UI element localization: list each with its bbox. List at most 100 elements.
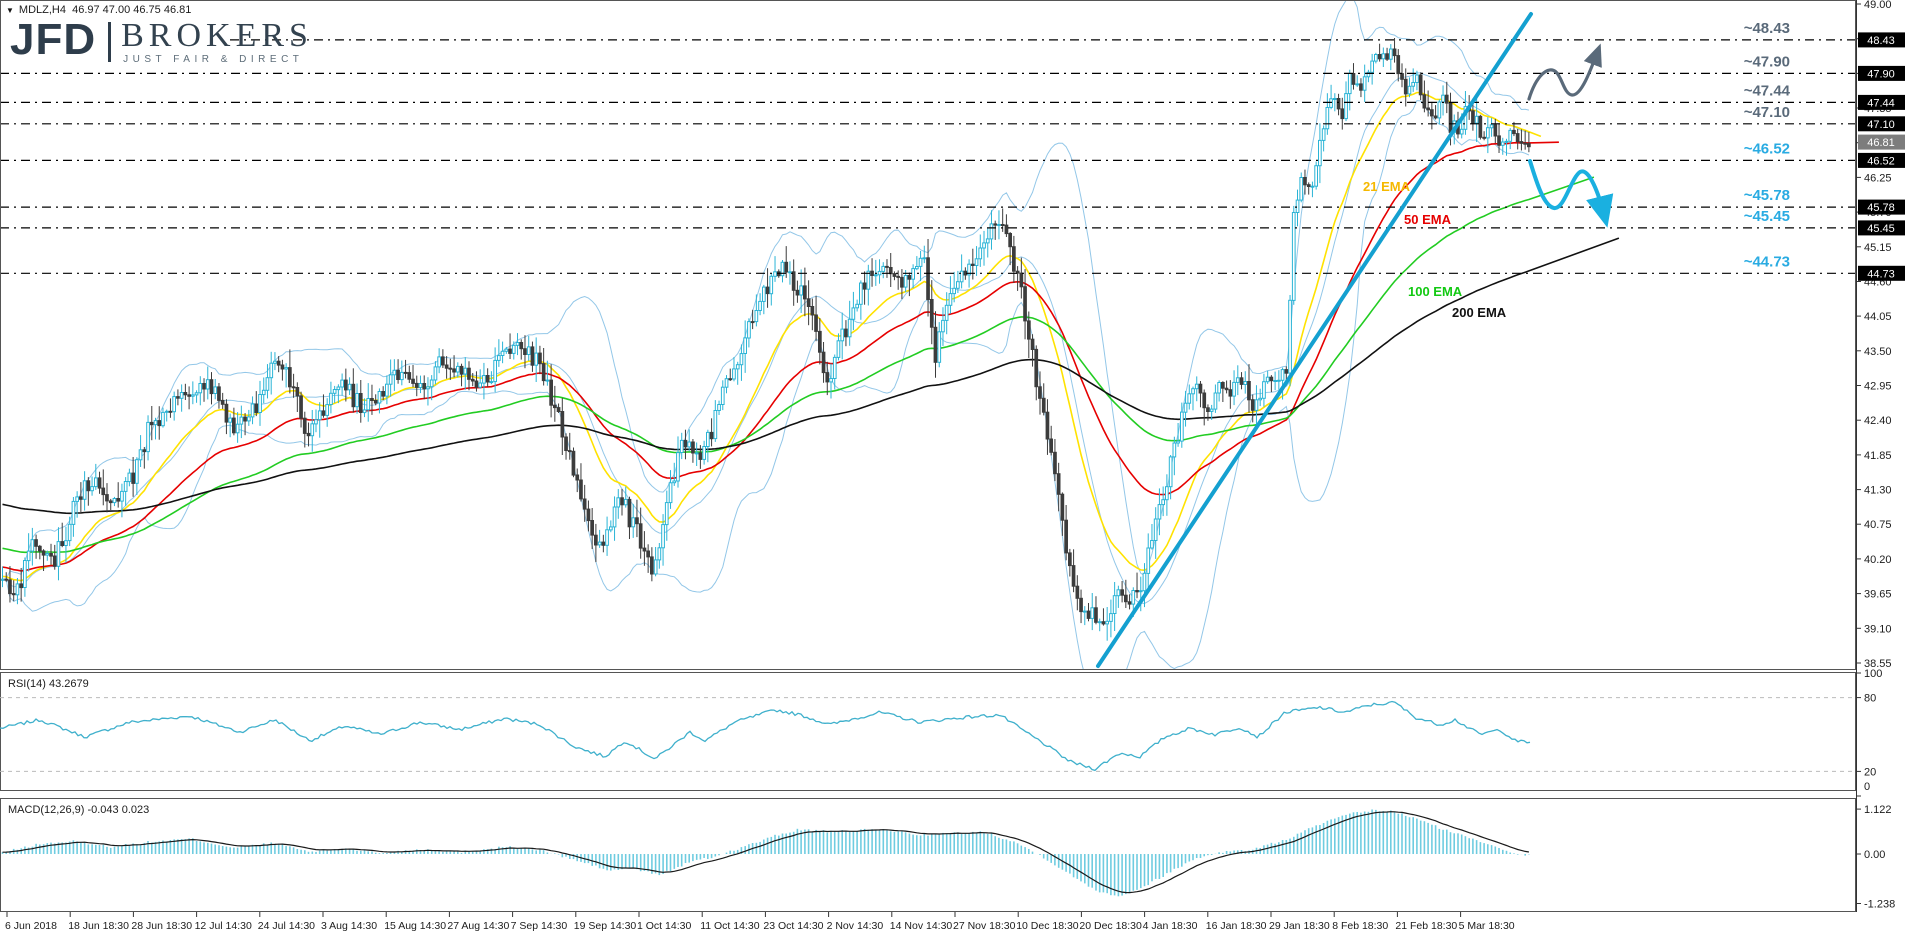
price-tick: 44.05 (1864, 311, 1892, 323)
price-tick: 40.20 (1864, 554, 1892, 566)
dropdown-icon[interactable]: ▼ (6, 6, 14, 15)
price-label-box (1858, 94, 1905, 110)
price-label-box (1858, 65, 1905, 81)
arrow-projection-up[interactable] (1527, 43, 1602, 101)
time-tick-label[interactable]: 7 Sep 14:30 (511, 920, 568, 932)
price-tick: 39.65 (1864, 589, 1892, 601)
bollinger-band (2, 72, 1530, 605)
price-tick: 41.85 (1864, 450, 1892, 462)
price-axis: 49.0048.4547.9047.3546.8046.2545.7045.15… (0, 0, 1905, 912)
time-tick-label[interactable]: 28 Jun 18:30 (131, 920, 192, 932)
candles-layer (0, 38, 1531, 641)
level-label: ~48.43 (1744, 20, 1790, 37)
price-label-box-text: 46.52 (1867, 155, 1895, 167)
broker-logo: JFD BROKERS JUST FAIR & DIRECT (10, 15, 313, 66)
time-tick-label[interactable]: 4 Jan 18:30 (1143, 920, 1198, 932)
macd-tick: -1.238 (1864, 899, 1895, 911)
level-label: ~47.90 (1744, 53, 1790, 70)
time-tick-label[interactable]: 21 Feb 18:30 (1395, 920, 1457, 932)
time-tick-label[interactable]: 19 Sep 14:30 (574, 920, 637, 932)
macd-tick: 1.122 (1864, 804, 1892, 816)
time-tick-label[interactable]: 10 Dec 18:30 (1016, 920, 1079, 932)
time-tick-label[interactable]: 6 Jun 2018 (5, 920, 57, 932)
level-label: ~46.52 (1744, 140, 1790, 157)
rsi-tick: 100 (1864, 668, 1882, 680)
price-tick: 49.00 (1864, 0, 1892, 11)
ema-21-line (2, 91, 1542, 582)
price-tick: 41.30 (1864, 485, 1892, 497)
price-tick: 42.95 (1864, 381, 1892, 393)
time-tick-label[interactable]: 12 Jul 14:30 (195, 920, 252, 932)
price-tick: 43.50 (1864, 346, 1892, 358)
price-label-box-text: 45.78 (1867, 202, 1895, 214)
price-label-box (1858, 220, 1905, 236)
price-label-box (1858, 116, 1905, 132)
ema-text-label: 50 EMA (1404, 212, 1452, 227)
logo-divider (108, 22, 112, 62)
rsi-tick: 20 (1864, 766, 1876, 778)
time-tick-label[interactable]: 29 Jan 18:30 (1269, 920, 1330, 932)
price-label-box (1858, 134, 1905, 150)
time-tick-label[interactable]: 27 Aug 14:30 (447, 920, 509, 932)
price-label-box-text: 47.10 (1867, 119, 1895, 131)
price-label-box-text: 45.45 (1867, 223, 1895, 235)
rsi-line (0, 700, 1531, 772)
level-label: ~47.10 (1744, 104, 1790, 121)
rsi-tick: 80 (1864, 693, 1876, 705)
logo-jfd-text: JFD (10, 15, 97, 64)
price-label-box-text: 48.43 (1867, 35, 1895, 47)
time-tick-label[interactable]: 23 Oct 14:30 (763, 920, 823, 932)
level-label: ~47.44 (1744, 82, 1791, 99)
symbol-ohlc-text: MDLZ,H4 46.97 47.00 46.75 46.81 (18, 4, 192, 16)
bollinger-band (2, 100, 1530, 669)
time-tick-label[interactable]: 8 Feb 18:30 (1332, 920, 1388, 932)
time-tick-label[interactable]: 1 Oct 14:30 (637, 920, 691, 932)
symbol-title[interactable]: ▼ MDLZ,H4 46.97 47.00 46.75 46.81 (6, 4, 191, 16)
macd-label: MACD(12,26,9) -0.043 0.023 (8, 804, 150, 816)
price-tick: 40.75 (1864, 519, 1892, 531)
level-label: ~45.45 (1744, 208, 1790, 225)
time-tick-label[interactable]: 27 Nov 18:30 (953, 920, 1016, 932)
price-tick: 39.10 (1864, 623, 1892, 635)
price-label-box (1858, 199, 1905, 215)
ema-text-label: 100 EMA (1408, 284, 1463, 299)
rsi-tick: 0 (1864, 781, 1870, 793)
level-label: ~44.73 (1744, 253, 1790, 270)
price-label-box (1858, 265, 1905, 281)
trendline[interactable] (1096, 12, 1533, 668)
annotation-layer: ~48.43 ~47.90 ~47.44 ~47.10 ~46.52 ~45.78 ~45.… (0, 12, 1855, 668)
main-price-pane (0, 0, 1620, 669)
time-tick-label[interactable]: 3 Aug 14:30 (321, 920, 377, 932)
time-tick-label[interactable]: 18 Jun 18:30 (68, 920, 129, 932)
logo-tagline: JUST FAIR & DIRECT (123, 54, 304, 65)
time-tick-label[interactable]: 16 Jan 18:30 (1206, 920, 1267, 932)
macd-pane: 1.122 0.00 -1.238 (0, 798, 1895, 912)
price-label-box-text: 44.73 (1867, 268, 1895, 280)
price-label-box (1858, 32, 1905, 48)
price-tick: 42.40 (1864, 415, 1892, 427)
rsi-label: RSI(14) 43.2679 (8, 678, 89, 690)
price-tick: 38.55 (1864, 658, 1892, 670)
time-tick-label[interactable]: 5 Mar 18:30 (1459, 920, 1515, 932)
time-tick-label[interactable]: 24 Jul 14:30 (258, 920, 315, 932)
time-tick-label[interactable]: 20 Dec 18:30 (1079, 920, 1142, 932)
ema-text-label: 200 EMA (1452, 305, 1507, 320)
price-label-box-text: 47.90 (1867, 68, 1895, 80)
ema-100-line (2, 176, 1595, 554)
macd-signal-line (2, 811, 1529, 894)
level-label: ~45.78 (1744, 187, 1790, 204)
price-label-box-text: 46.81 (1867, 137, 1895, 149)
ema-200-line (2, 237, 1620, 515)
logo-brand-text: BROKERS (121, 17, 313, 54)
time-tick-label[interactable]: 15 Aug 14:30 (384, 920, 446, 932)
arrow-projection-down[interactable] (1528, 159, 1614, 228)
time-tick-label[interactable]: 11 Oct 14:30 (700, 920, 760, 932)
time-tick-label[interactable]: 2 Nov 14:30 (827, 920, 884, 932)
macd-tick: 0.00 (1864, 849, 1885, 861)
price-label-box-text: 47.44 (1867, 97, 1895, 109)
bollinger-band (2, 0, 1530, 580)
ema-text-label: 21 EMA (1363, 179, 1411, 194)
time-tick-label[interactable]: 14 Nov 14:30 (890, 920, 953, 932)
